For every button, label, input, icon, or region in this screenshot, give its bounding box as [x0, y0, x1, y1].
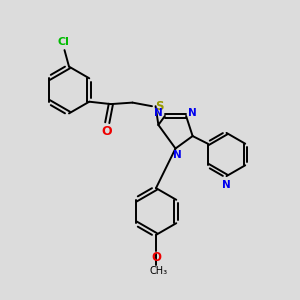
Text: N: N [222, 179, 231, 190]
Text: Cl: Cl [57, 37, 69, 47]
Text: N: N [154, 108, 163, 118]
Text: N: N [172, 150, 182, 160]
Text: S: S [155, 100, 164, 113]
Text: O: O [151, 250, 161, 264]
Text: CH₃: CH₃ [149, 266, 167, 276]
Text: O: O [101, 124, 112, 138]
Text: N: N [188, 108, 197, 118]
